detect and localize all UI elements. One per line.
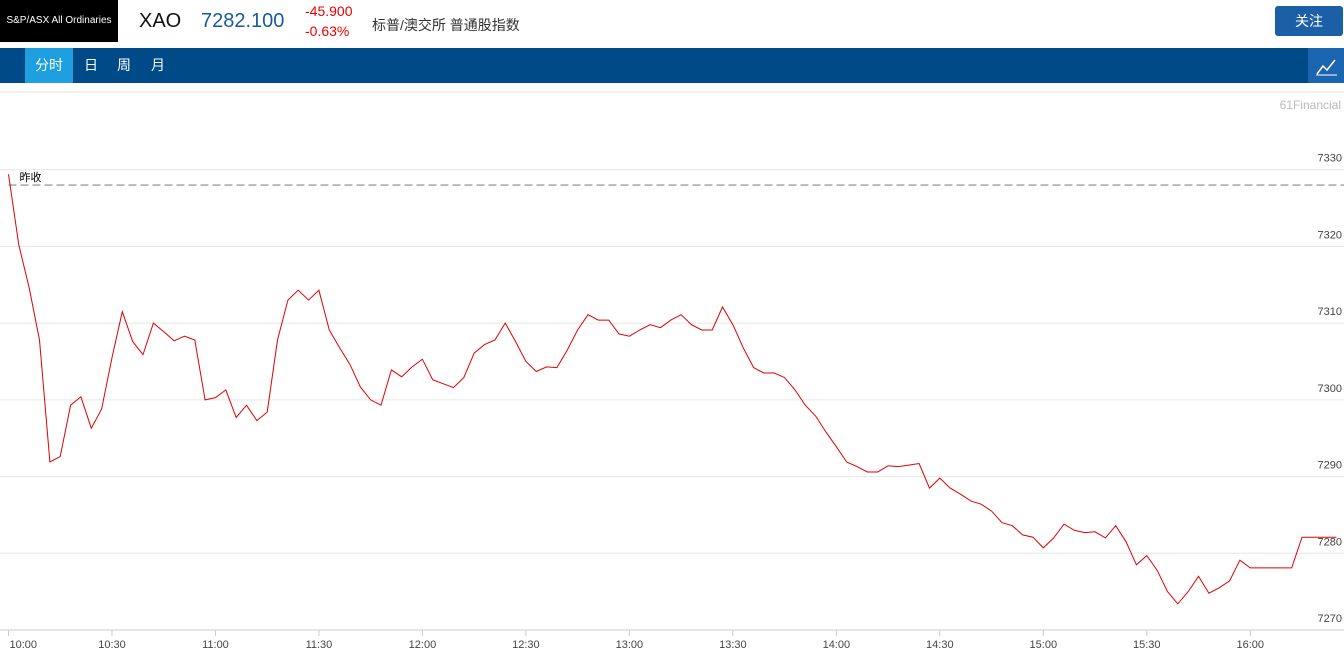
follow-button[interactable]: 关注 [1275,6,1343,36]
change-pct: -0.63% [305,23,350,39]
x-tick-label: 14:30 [926,639,954,651]
x-tick-label: 15:00 [1030,639,1058,651]
y-tick-label: 7290 [1318,460,1342,472]
y-tick-label: 7270 [1318,613,1342,625]
tab[interactable]: 日 [84,57,98,73]
x-tick-label: 10:00 [10,639,38,651]
x-tick-label: 15:30 [1133,639,1161,651]
x-tick-label: 10:30 [98,639,126,651]
x-tick-label: 16:00 [1237,639,1265,651]
index-name: S&P/ASX All Ordinaries [0,0,118,42]
watermark: 61Financial [1280,98,1341,112]
y-tick-label: 7330 [1318,153,1342,165]
chart-icon[interactable] [1308,48,1344,83]
tab[interactable]: 分时 [25,48,73,83]
reference-label: 昨收 [20,170,42,184]
x-tick-label: 13:00 [616,639,644,651]
symbol: XAO [139,10,182,32]
y-tick-label: 7300 [1318,383,1342,395]
change: -45.900 [305,3,353,19]
x-tick-label: 12:00 [409,639,437,651]
price: 7282.100 [201,10,285,32]
x-tick-label: 11:30 [306,639,333,651]
y-tick-label: 7280 [1318,536,1342,548]
nav-bar: 分时 日 周 月 [0,48,1344,83]
y-tick-label: 7310 [1318,306,1342,318]
tab[interactable]: 月 [151,57,165,73]
y-tick-label: 7320 [1318,229,1342,241]
x-tick-label: 12:30 [512,639,540,651]
tab[interactable]: 周 [117,57,131,73]
x-tick-label: 11:00 [202,639,229,651]
full-name: 标普/澳交所 普通股指数 [372,17,520,33]
price-line [8,174,1337,605]
icon [1316,59,1337,76]
x-tick-label: 14:00 [823,639,851,651]
x-tick-label: 13:30 [719,639,747,651]
chart: 61Financial 7270 7280 7290 7300 7310 7320 7330… [0,91,1344,651]
